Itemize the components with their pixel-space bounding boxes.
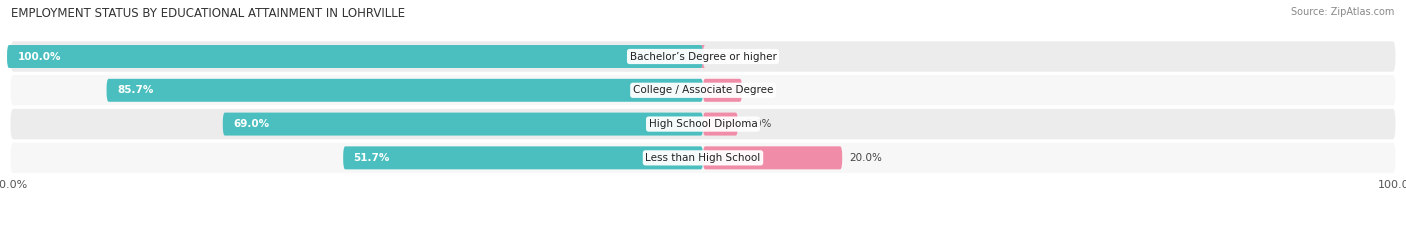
Text: Source: ZipAtlas.com: Source: ZipAtlas.com xyxy=(1291,7,1395,17)
FancyBboxPatch shape xyxy=(343,146,703,169)
Text: 51.7%: 51.7% xyxy=(354,153,389,163)
Text: Less than High School: Less than High School xyxy=(645,153,761,163)
FancyBboxPatch shape xyxy=(7,45,703,68)
Text: Bachelor’s Degree or higher: Bachelor’s Degree or higher xyxy=(630,51,776,62)
Text: High School Diploma: High School Diploma xyxy=(648,119,758,129)
Text: College / Associate Degree: College / Associate Degree xyxy=(633,85,773,95)
Text: 20.0%: 20.0% xyxy=(849,153,882,163)
FancyBboxPatch shape xyxy=(10,75,1396,106)
FancyBboxPatch shape xyxy=(10,143,1396,173)
Text: 69.0%: 69.0% xyxy=(233,119,270,129)
Text: 0.0%: 0.0% xyxy=(710,51,737,62)
FancyBboxPatch shape xyxy=(10,109,1396,139)
Text: 100.0%: 100.0% xyxy=(17,51,60,62)
FancyBboxPatch shape xyxy=(10,41,1396,72)
Text: 5.0%: 5.0% xyxy=(745,119,770,129)
FancyBboxPatch shape xyxy=(703,146,842,169)
FancyBboxPatch shape xyxy=(703,79,742,102)
FancyBboxPatch shape xyxy=(222,113,703,136)
Text: EMPLOYMENT STATUS BY EDUCATIONAL ATTAINMENT IN LOHRVILLE: EMPLOYMENT STATUS BY EDUCATIONAL ATTAINM… xyxy=(11,7,405,20)
Text: 5.6%: 5.6% xyxy=(749,85,776,95)
Text: 85.7%: 85.7% xyxy=(117,85,153,95)
FancyBboxPatch shape xyxy=(702,45,704,68)
FancyBboxPatch shape xyxy=(107,79,703,102)
FancyBboxPatch shape xyxy=(703,113,738,136)
